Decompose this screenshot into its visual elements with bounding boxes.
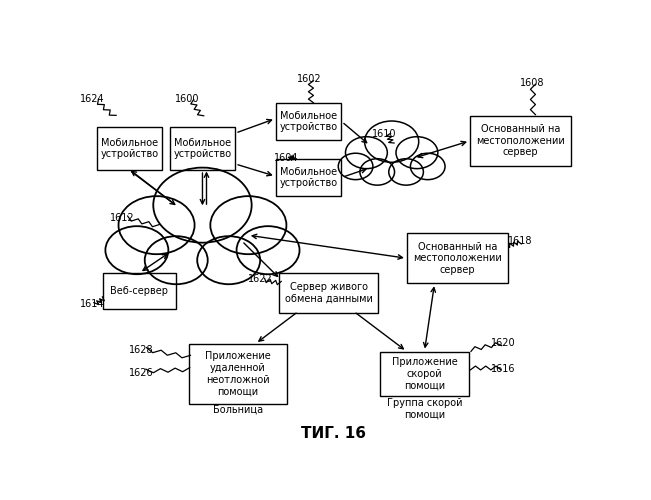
Text: Приложение
скорой
помощи: Приложение скорой помощи [392,357,457,390]
Text: Больница: Больница [213,404,263,414]
Text: Веб-сервер: Веб-сервер [111,286,169,296]
Text: 1624: 1624 [80,94,105,104]
Text: 1602: 1602 [297,74,322,84]
Circle shape [365,121,419,162]
Text: 1608: 1608 [519,78,544,88]
Text: ΤИГ. 16: ΤИГ. 16 [301,426,366,441]
Circle shape [360,158,395,185]
FancyBboxPatch shape [275,159,341,196]
FancyBboxPatch shape [96,128,162,170]
Text: 1612: 1612 [111,213,135,223]
Circle shape [153,168,252,242]
Text: Сервер живого
обмена данными: Сервер живого обмена данными [284,282,372,304]
Circle shape [346,136,387,168]
FancyBboxPatch shape [380,352,469,396]
Circle shape [145,236,208,284]
Text: Основанный на
местоположении
сервер: Основанный на местоположении сервер [413,242,502,275]
Text: 1628: 1628 [129,344,153,354]
Text: Приложение
удаленной
неотложной
помощи: Приложение удаленной неотложной помощи [205,352,271,396]
FancyBboxPatch shape [103,272,176,310]
Circle shape [105,226,169,274]
Text: 1600: 1600 [175,94,200,104]
Text: Мобильное
устройство: Мобильное устройство [279,166,337,188]
FancyBboxPatch shape [279,272,378,313]
Text: 1604: 1604 [274,153,298,163]
Circle shape [236,226,299,274]
Circle shape [396,136,438,168]
Text: Основанный на
местоположении
сервер: Основанный на местоположении сервер [476,124,564,158]
Circle shape [210,196,286,254]
Text: 1610: 1610 [372,129,396,139]
FancyBboxPatch shape [189,344,287,404]
Text: 1622: 1622 [248,274,273,284]
FancyBboxPatch shape [170,128,235,170]
Text: 1616: 1616 [491,364,516,374]
Circle shape [410,153,445,180]
Text: 1614: 1614 [80,300,105,310]
Text: Мобильное
устройство: Мобильное устройство [100,138,158,160]
Text: 1620: 1620 [491,338,516,348]
FancyBboxPatch shape [470,116,571,166]
FancyBboxPatch shape [275,104,341,140]
Text: Группа скорой
помощи: Группа скорой помощи [387,398,462,420]
Text: 1618: 1618 [508,236,533,246]
Text: Мобильное
устройство: Мобильное устройство [173,138,232,160]
Circle shape [389,158,423,185]
Circle shape [118,196,195,254]
Circle shape [339,153,373,180]
FancyBboxPatch shape [407,233,508,283]
Text: 1626: 1626 [129,368,153,378]
Text: Мобильное
устройство: Мобильное устройство [279,111,337,132]
Circle shape [197,236,260,284]
